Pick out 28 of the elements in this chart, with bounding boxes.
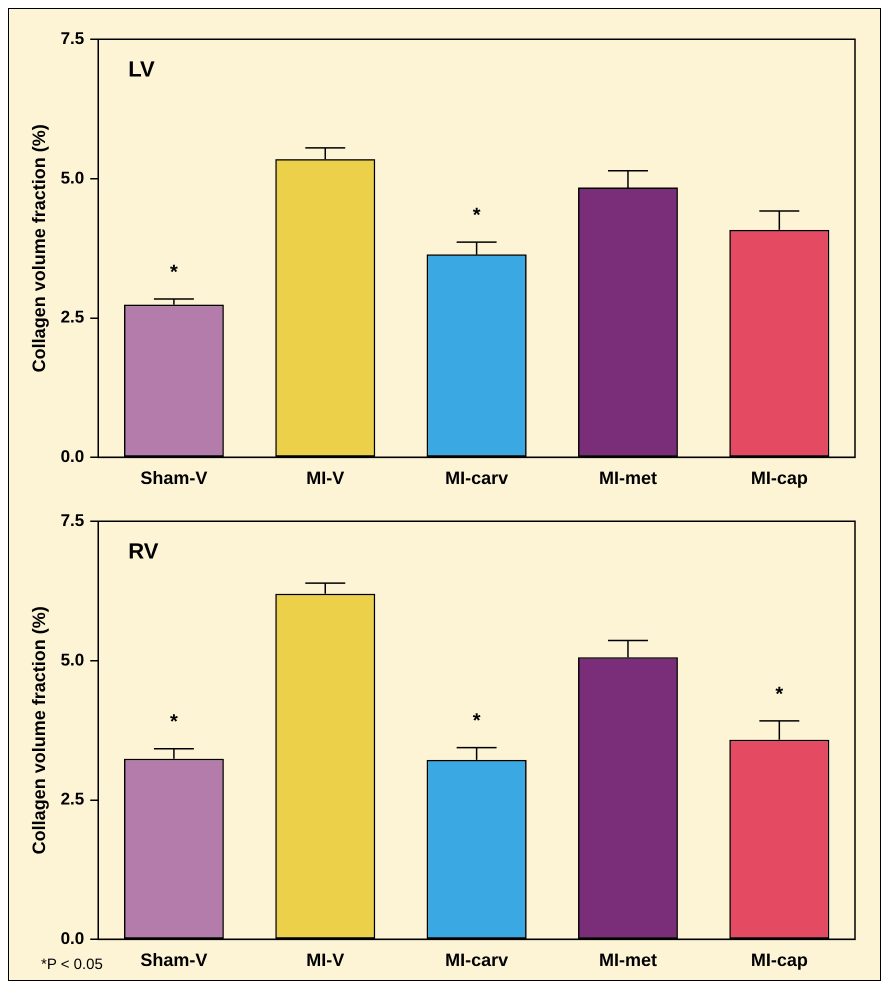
data-label: * [472,710,481,732]
y-tick-label: 2.5 [60,308,84,327]
y-axis-title: Collagen volume fraction (%) [28,124,49,372]
y-tick-label: 2.5 [60,790,84,809]
data-label: * [170,262,178,284]
text: RV [128,538,159,564]
y-tick-label: 5.0 [60,650,84,670]
y-axis-title: Collagen volume fraction (%) [28,606,49,854]
data-label: * [170,711,178,734]
x-tick-label: MI-cap [750,950,808,970]
y-tick-label: 7.5 [60,510,84,530]
text: *P < 0.05 [41,956,103,973]
x-tick-label: MI-V [306,468,344,488]
y-tick-label: 5.0 [60,168,84,188]
y-tick-label: 0.0 [60,447,84,466]
data-label: * [472,204,481,227]
x-tick-label: MI-met [598,950,657,970]
x-tick-label: MI-cap [750,468,808,488]
x-tick-label: Sham-V [140,950,208,970]
x-tick-label: MI-V [306,950,344,970]
x-tick-label: MI-met [598,468,657,488]
y-tick-label: 0.0 [60,929,84,948]
text: LV [128,56,156,82]
x-tick-label: MI-carv [445,468,508,488]
x-tick-label: Sham-V [140,468,208,488]
y-tick-label: 7.5 [60,28,84,48]
data-label: * [775,683,784,706]
x-tick-label: MI-carv [445,950,508,970]
